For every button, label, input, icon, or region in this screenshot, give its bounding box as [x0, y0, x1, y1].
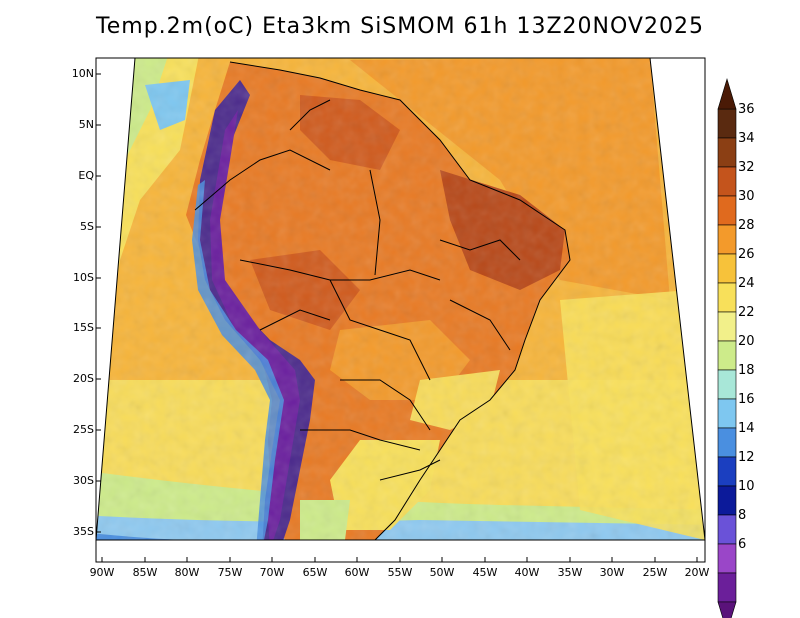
colorbar-bottom-arrow	[717, 601, 737, 618]
colorbar-swatch-1	[717, 137, 737, 168]
lat-label-15s: 15S	[73, 321, 94, 334]
colorbar-swatch-15	[717, 543, 737, 574]
colorbar-label-28: 28	[738, 218, 755, 233]
colorbar-label-16: 16	[738, 392, 755, 407]
colorbar-swatch-6	[717, 282, 737, 313]
colorbar-swatch-8	[717, 340, 737, 371]
colorbar-label-12: 12	[738, 450, 755, 465]
colorbar-label-10: 10	[738, 479, 755, 494]
texture-overlay	[96, 58, 705, 540]
lon-label-75w: 75W	[217, 566, 243, 579]
lon-label-90w: 90W	[89, 566, 115, 579]
lat-label-30s: 30S	[73, 474, 94, 487]
lat-ticks	[96, 73, 101, 533]
colorbar-label-8: 8	[738, 508, 747, 523]
lat-label-10s: 10S	[73, 271, 94, 284]
colorbar	[717, 77, 737, 618]
lon-label-20w: 20W	[684, 566, 710, 579]
lat-label-5s: 5S	[80, 220, 94, 233]
lon-label-40w: 40W	[514, 566, 540, 579]
lon-label-35w: 35W	[557, 566, 583, 579]
lon-label-70w: 70W	[259, 566, 285, 579]
colorbar-label-32: 32	[738, 160, 755, 175]
colorbar-swatch-12	[717, 456, 737, 487]
colorbar-label-18: 18	[738, 363, 755, 378]
colorbar-swatch-0	[717, 108, 737, 139]
colorbar-label-24: 24	[738, 276, 755, 291]
lat-label-5n: 5N	[78, 118, 94, 131]
colorbar-label-26: 26	[738, 247, 755, 262]
colorbar-label-20: 20	[738, 334, 755, 349]
colorbar-swatch-9	[717, 369, 737, 400]
colorbar-swatch-16	[717, 572, 737, 603]
colorbar-label-34: 34	[738, 131, 755, 146]
lat-label-20s: 20S	[73, 372, 94, 385]
lon-label-80w: 80W	[174, 566, 200, 579]
colorbar-swatch-2	[717, 166, 737, 197]
colorbar-label-14: 14	[738, 421, 755, 436]
lon-label-85w: 85W	[132, 566, 158, 579]
map-domain	[96, 58, 705, 540]
lon-ticks	[101, 557, 698, 562]
colorbar-label-6: 6	[738, 537, 747, 552]
colorbar-swatch-4	[717, 224, 737, 255]
colorbar-swatch-14	[717, 514, 737, 545]
map-title: Temp.2m(oC) Eta3km SiSMOM 61h 13Z20NOV20…	[96, 14, 704, 39]
colorbar-label-36: 36	[738, 102, 755, 117]
colorbar-swatch-10	[717, 398, 737, 429]
colorbar-swatch-3	[717, 195, 737, 226]
colorbar-label-30: 30	[738, 189, 755, 204]
colorbar-label-22: 22	[738, 305, 755, 320]
lon-label-25w: 25W	[642, 566, 668, 579]
colorbar-swatch-13	[717, 485, 737, 516]
lat-label-10n: 10N	[71, 67, 94, 80]
lat-label-25s: 25S	[73, 423, 94, 436]
colorbar-swatch-7	[717, 311, 737, 342]
colorbar-top-arrow	[717, 77, 737, 110]
lon-label-65w: 65W	[302, 566, 328, 579]
colorbar-swatch-11	[717, 427, 737, 458]
lat-label-eq: EQ	[78, 169, 94, 182]
lon-label-30w: 30W	[599, 566, 625, 579]
colorbar-swatch-5	[717, 253, 737, 284]
lon-label-45w: 45W	[472, 566, 498, 579]
country-borders	[194, 61, 571, 540]
lat-label-35s: 35S	[73, 525, 94, 538]
lon-label-50w: 50W	[429, 566, 455, 579]
lon-label-55w: 55W	[387, 566, 413, 579]
lon-label-60w: 60W	[344, 566, 370, 579]
